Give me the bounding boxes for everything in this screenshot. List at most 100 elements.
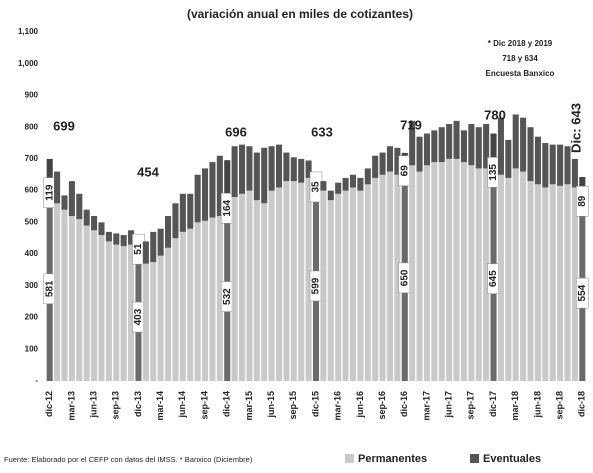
bar-segment	[105, 231, 112, 242]
bar-segment	[253, 152, 260, 201]
bar-segment	[557, 144, 564, 186]
bar-segment	[423, 165, 430, 381]
bar-segment	[327, 190, 334, 201]
bar-segment	[416, 171, 423, 381]
bar-segment	[386, 146, 394, 172]
x-tick-label: jun-18	[532, 391, 542, 419]
bar-segment	[98, 235, 105, 381]
bar-segment	[460, 162, 467, 381]
y-tick-label: 500	[25, 217, 39, 226]
bar-segment	[105, 241, 112, 381]
x-tick-label: dic-13	[133, 391, 143, 417]
note: 718 y 634	[502, 54, 538, 63]
bar-segment	[320, 181, 327, 191]
bar-segment	[549, 144, 556, 185]
y-tick-label: 1,100	[18, 27, 39, 36]
y-tick-label: 400	[25, 249, 39, 258]
bar-segment	[150, 262, 157, 381]
bar-segment	[61, 209, 68, 381]
bar-segment	[372, 177, 379, 381]
bar-segment	[394, 147, 401, 175]
bar-segment	[91, 230, 98, 381]
data-label: 532	[222, 288, 233, 305]
x-tick-label: dic-18	[577, 391, 587, 417]
bar-segment	[209, 217, 216, 381]
bar-segment	[534, 136, 541, 185]
x-tick-label: jun-15	[266, 391, 276, 419]
x-tick-label: dic-17	[488, 391, 498, 417]
legend-swatch	[345, 454, 354, 463]
bar-segment	[113, 233, 120, 245]
y-tick-label: 1,000	[18, 59, 39, 68]
note: Encuesta Banxico	[486, 69, 555, 78]
source: Fuente: Elaborado por el CEFP con datos …	[4, 455, 253, 464]
y-tick-label: 300	[25, 281, 39, 290]
bar-segment	[571, 187, 578, 381]
data-label: 599	[311, 277, 322, 294]
data-label: 89	[577, 195, 588, 207]
data-label: 645	[488, 270, 499, 287]
bar-segment	[54, 203, 61, 381]
bar-segment	[497, 174, 504, 381]
bar-segment	[231, 146, 238, 197]
bar-segment	[179, 231, 186, 381]
annotation: 454	[137, 164, 159, 179]
bar-segment	[475, 168, 482, 381]
bar-segment	[231, 196, 238, 381]
bar-segment	[179, 193, 186, 232]
bar-segment	[261, 147, 268, 204]
bar-segment	[335, 193, 342, 381]
bar-segment	[194, 174, 201, 223]
bar-segment	[520, 117, 527, 172]
bar-segment	[460, 130, 467, 163]
bar-segment	[216, 155, 223, 217]
bar-segment	[386, 171, 394, 381]
x-tick-label: mar-18	[510, 391, 520, 421]
bar-segment	[564, 184, 571, 381]
y-tick-label: -	[35, 376, 38, 385]
bar-segment	[372, 155, 379, 178]
bar-segment	[438, 127, 445, 163]
x-tick-label: sep-18	[554, 391, 564, 420]
bar-segment	[423, 133, 430, 166]
bar-segment	[113, 244, 120, 381]
bar-segment	[320, 190, 327, 381]
bar-segment	[379, 174, 386, 381]
bar-segment	[483, 124, 490, 169]
bar-segment	[128, 244, 135, 381]
y-tick-label: 100	[25, 344, 39, 353]
bar-segment	[305, 160, 312, 178]
data-label: 51	[133, 243, 144, 255]
bar-segment	[224, 160, 231, 213]
x-tick-label: mar-16	[333, 391, 343, 421]
bar-segment	[438, 162, 445, 381]
bar-segment	[394, 174, 401, 381]
bar-segment	[83, 225, 90, 381]
bar-segment	[91, 216, 98, 231]
label-box	[576, 185, 589, 217]
bar-segment	[497, 117, 504, 175]
bar-segment	[483, 168, 490, 381]
data-label: 554	[577, 284, 588, 301]
bar-segment	[364, 184, 371, 381]
bar-segment	[342, 190, 349, 381]
bar-segment	[357, 177, 364, 191]
bar-segment	[268, 146, 275, 191]
bar-segment	[165, 216, 172, 248]
bar-segment	[157, 228, 164, 256]
y-tick-label: 700	[25, 154, 39, 163]
x-tick-label: sep-17	[466, 391, 476, 420]
data-label: 403	[133, 308, 144, 325]
bar-segment	[453, 120, 460, 159]
x-tick-label: jun-16	[355, 391, 365, 419]
bar-segment	[357, 190, 364, 381]
bar-segment	[54, 171, 61, 204]
bar-segment	[542, 143, 549, 188]
x-tick-label: jun-13	[88, 391, 98, 419]
bar-segment	[379, 152, 386, 175]
data-label: 69	[399, 165, 410, 177]
bar-segment	[209, 162, 216, 218]
bar-segment	[527, 127, 534, 182]
legend-label: Permanentes	[358, 453, 427, 465]
bar-segment	[335, 182, 342, 194]
